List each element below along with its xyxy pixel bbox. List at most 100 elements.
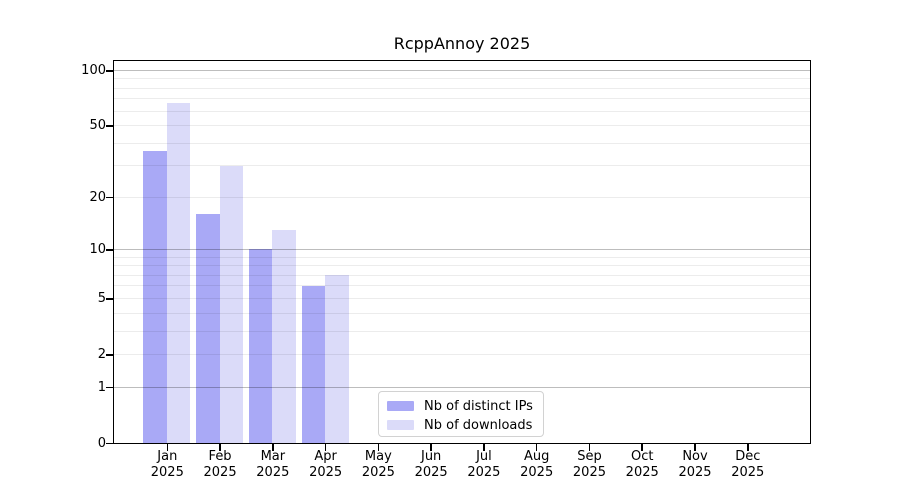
x-tick-year: 2025 [520, 465, 554, 480]
y-tick-mark [105, 249, 113, 251]
x-tick-year: 2025 [467, 465, 501, 480]
grid-line-minor [113, 312, 810, 314]
x-tick-mark [166, 443, 169, 451]
x-tick-year: 2025 [203, 465, 237, 480]
y-tick-label: 50 [89, 117, 106, 133]
x-tick-month: Jun [420, 449, 442, 464]
y-tick-label: 0 [97, 435, 106, 451]
y-tick-label: 2 [97, 346, 106, 362]
x-tick-year: 2025 [414, 465, 448, 480]
grid-line-minor [113, 124, 810, 126]
x-tick-label-jul: Jul 2025 [454, 449, 514, 481]
x-tick-mark [535, 443, 538, 451]
x-tick-month: Feb [208, 449, 232, 464]
x-tick-year: 2025 [572, 465, 606, 480]
x-tick-label-sep: Sep 2025 [559, 449, 619, 481]
x-tick-month: Sep [577, 449, 602, 464]
x-tick-label-jan: Jan 2025 [137, 449, 197, 481]
bar-downloads-feb [219, 165, 243, 443]
y-tick-mark [105, 70, 113, 72]
x-tick-mark [430, 443, 432, 451]
y-tick-label: 5 [97, 290, 106, 306]
bar-distinct-ips-feb [196, 214, 220, 443]
grid-line-minor [113, 274, 810, 276]
x-tick-month: Oct [630, 449, 654, 464]
grid-line-minor [113, 142, 810, 144]
legend-swatch-downloads [387, 420, 414, 430]
x-tick-label-jun: Jun 2025 [401, 449, 461, 481]
y-tick-mark [105, 354, 113, 356]
bar-distinct-ips-apr [301, 285, 326, 443]
grid-line-minor [113, 265, 810, 267]
grid-line-major [113, 248, 810, 250]
bar-downloads-jan [166, 103, 191, 443]
y-tick-mark [105, 386, 113, 389]
y-tick-label: 1 [97, 379, 106, 395]
x-tick-mark [377, 443, 380, 451]
x-tick-label-dec: Dec 2025 [718, 449, 778, 481]
x-tick-mark [272, 443, 274, 451]
grid-line-major [113, 69, 810, 71]
x-tick-year: 2025 [731, 465, 765, 480]
grid-line-minor [113, 285, 810, 287]
bar-downloads-mar [272, 229, 296, 443]
x-tick-year: 2025 [256, 465, 290, 480]
x-tick-mark [483, 443, 485, 451]
x-tick-month: Dec [735, 449, 761, 464]
x-tick-mark [641, 443, 643, 451]
bar-distinct-ips-jan [143, 151, 167, 443]
plot-area [112, 59, 811, 444]
grid-line-minor [113, 98, 810, 100]
grid-line-minor [113, 110, 810, 112]
legend-label-distinct-ips: Nb of distinct IPs [424, 398, 533, 414]
x-tick-mark [747, 443, 749, 451]
legend-swatch-distinct-ips [387, 401, 414, 411]
x-tick-year: 2025 [150, 465, 184, 480]
x-tick-mark [588, 443, 591, 451]
grid-line-minor [113, 87, 810, 89]
x-tick-month: Jan [157, 449, 178, 464]
x-tick-month: Jul [476, 449, 492, 464]
grid-line-minor [113, 256, 810, 258]
x-tick-label-mar: Mar 2025 [243, 449, 303, 481]
x-tick-label-aug: Aug 2025 [507, 449, 567, 481]
bar-downloads-apr [325, 275, 349, 443]
legend-label-downloads: Nb of downloads [424, 417, 533, 433]
x-tick-label-apr: Apr 2025 [296, 449, 356, 481]
y-tick-mark [105, 442, 113, 445]
grid-line-minor [113, 330, 810, 332]
x-tick-month: Aug [523, 449, 550, 464]
grid-line-minor [113, 78, 810, 80]
bar-distinct-ips-mar [248, 249, 273, 443]
x-tick-month: Nov [682, 449, 708, 464]
x-tick-label-oct: Oct 2025 [612, 449, 672, 481]
x-tick-month: Mar [260, 449, 286, 464]
y-tick-label: 100 [81, 62, 106, 78]
y-tick-mark [105, 196, 113, 199]
x-tick-year: 2025 [678, 465, 712, 480]
grid-line-minor [113, 297, 810, 299]
y-tick-label: 20 [89, 189, 106, 205]
x-tick-mark [219, 443, 221, 451]
x-tick-mark [694, 443, 696, 451]
legend-row-downloads: Nb of downloads [387, 416, 543, 434]
x-tick-label-nov: Nov 2025 [665, 449, 725, 481]
grid-line-minor [113, 196, 810, 198]
x-tick-year: 2025 [361, 465, 395, 480]
x-tick-mark [324, 443, 327, 451]
legend: Nb of distinct IPs Nb of downloads [378, 391, 544, 437]
x-tick-label-feb: Feb 2025 [190, 449, 250, 481]
grid-line-major [113, 386, 810, 388]
x-tick-month: May [364, 449, 392, 464]
grid-line-minor [113, 353, 810, 355]
x-tick-label-may: May 2025 [348, 449, 408, 481]
x-tick-year: 2025 [309, 465, 343, 480]
y-tick-mark [105, 298, 113, 300]
x-tick-month: Apr [314, 449, 337, 464]
legend-row-distinct-ips: Nb of distinct IPs [387, 397, 543, 415]
grid-line-minor [113, 165, 810, 167]
chart-title: RcppAnnoy 2025 [393, 34, 531, 53]
y-tick-label: 10 [89, 241, 106, 257]
x-tick-year: 2025 [625, 465, 659, 480]
